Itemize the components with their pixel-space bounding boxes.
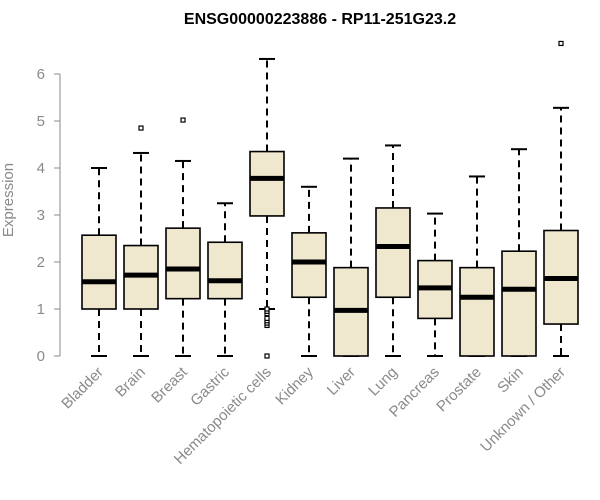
x-tick-label: Prostate [433, 364, 485, 416]
y-tick-label: 5 [37, 113, 45, 130]
iqr-box [291, 232, 327, 299]
box-bladder [81, 167, 117, 357]
box-unknown-other [543, 40, 579, 357]
y-tick-label: 6 [37, 66, 45, 83]
iqr-box [501, 250, 537, 357]
y-tick-label: 0 [37, 348, 45, 365]
x-tick-label: Breast [148, 363, 191, 406]
box-brain [123, 125, 159, 357]
x-tick-label: Brain [112, 364, 149, 401]
iqr-box [165, 227, 201, 300]
outlier-point [264, 315, 270, 321]
box-liver [333, 157, 369, 357]
chart-title: ENSG00000223886 - RP11-251G23.2 [184, 11, 456, 28]
outlier-point [180, 117, 186, 123]
box-lung [375, 144, 411, 357]
iqr-box [207, 241, 243, 300]
x-tick-label: Liver [324, 364, 359, 399]
y-axis-label: Expression [0, 163, 17, 237]
y-tick-label: 2 [37, 254, 45, 271]
iqr-box [81, 234, 117, 310]
outlier-point [558, 40, 564, 47]
box-gastric [207, 202, 243, 357]
x-tick-label: Lung [365, 364, 401, 400]
box-pancreas [417, 212, 453, 357]
outlier-point [264, 306, 270, 312]
y-tick-label: 4 [37, 160, 45, 177]
x-tick-label: Kidney [272, 363, 317, 408]
box-hematopoietic-cells [249, 57, 285, 359]
y-tick-label: 3 [37, 207, 45, 224]
boxes-layer [81, 40, 579, 359]
box-skin [501, 148, 537, 357]
y-tick-label: 1 [37, 301, 45, 318]
box-breast [165, 117, 201, 357]
box-kidney [291, 185, 327, 357]
iqr-box [249, 150, 285, 217]
x-tick-label: Bladder [58, 364, 107, 413]
iqr-box [459, 266, 495, 357]
outlier-point [138, 125, 144, 131]
x-tick-label: Skin [494, 364, 527, 397]
outlier-point [264, 353, 270, 359]
y-axis: 0 1 2 3 4 5 6 [37, 66, 61, 365]
iqr-box [375, 207, 411, 299]
box-prostate [459, 175, 495, 357]
